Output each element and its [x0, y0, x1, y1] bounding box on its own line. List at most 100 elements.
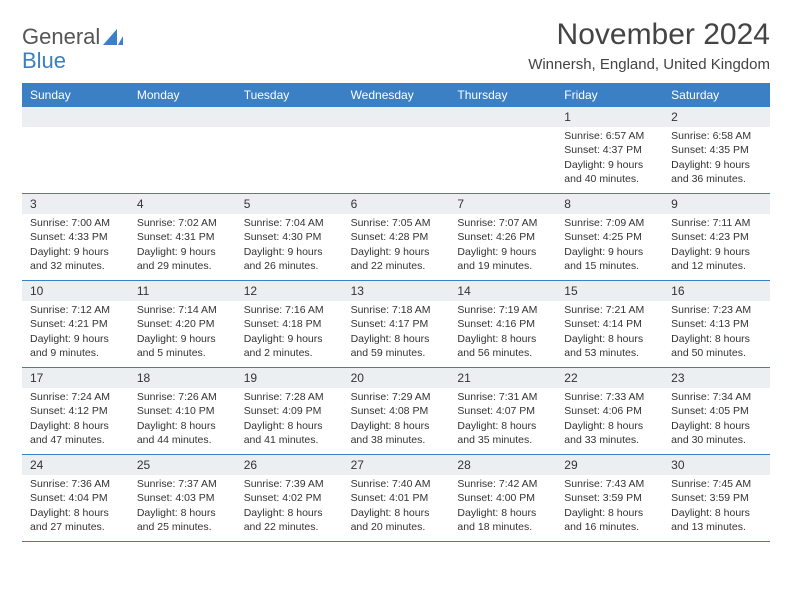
day-body: Sunrise: 7:23 AMSunset: 4:13 PMDaylight:…	[663, 301, 770, 366]
day-number: 27	[343, 455, 450, 475]
week-row: 24Sunrise: 7:36 AMSunset: 4:04 PMDayligh…	[22, 455, 770, 542]
day-cell: 21Sunrise: 7:31 AMSunset: 4:07 PMDayligh…	[449, 368, 556, 454]
daylight-text: Daylight: 8 hours and 56 minutes.	[457, 332, 548, 360]
day-body: Sunrise: 7:40 AMSunset: 4:01 PMDaylight:…	[343, 475, 450, 540]
day-number: 23	[663, 368, 770, 388]
day-body: Sunrise: 7:04 AMSunset: 4:30 PMDaylight:…	[236, 214, 343, 279]
sunset-text: Sunset: 4:01 PM	[351, 491, 442, 505]
day-body: Sunrise: 7:31 AMSunset: 4:07 PMDaylight:…	[449, 388, 556, 453]
sunset-text: Sunset: 4:03 PM	[137, 491, 228, 505]
day-cell: 7Sunrise: 7:07 AMSunset: 4:26 PMDaylight…	[449, 194, 556, 280]
day-cell	[129, 107, 236, 193]
day-number-empty	[343, 107, 450, 127]
sunset-text: Sunset: 4:08 PM	[351, 404, 442, 418]
day-cell	[236, 107, 343, 193]
day-cell: 14Sunrise: 7:19 AMSunset: 4:16 PMDayligh…	[449, 281, 556, 367]
day-cell: 2Sunrise: 6:58 AMSunset: 4:35 PMDaylight…	[663, 107, 770, 193]
day-body: Sunrise: 6:58 AMSunset: 4:35 PMDaylight:…	[663, 127, 770, 192]
sunset-text: Sunset: 4:31 PM	[137, 230, 228, 244]
day-cell: 9Sunrise: 7:11 AMSunset: 4:23 PMDaylight…	[663, 194, 770, 280]
day-number-empty	[129, 107, 236, 127]
day-number: 17	[22, 368, 129, 388]
daylight-text: Daylight: 9 hours and 32 minutes.	[30, 245, 121, 273]
sunset-text: Sunset: 4:06 PM	[564, 404, 655, 418]
day-cell: 1Sunrise: 6:57 AMSunset: 4:37 PMDaylight…	[556, 107, 663, 193]
day-body: Sunrise: 7:29 AMSunset: 4:08 PMDaylight:…	[343, 388, 450, 453]
day-cell	[343, 107, 450, 193]
day-number: 7	[449, 194, 556, 214]
sunrise-text: Sunrise: 6:58 AM	[671, 129, 762, 143]
sunrise-text: Sunrise: 7:42 AM	[457, 477, 548, 491]
sunrise-text: Sunrise: 7:21 AM	[564, 303, 655, 317]
sunset-text: Sunset: 4:18 PM	[244, 317, 335, 331]
sunrise-text: Sunrise: 7:39 AM	[244, 477, 335, 491]
sunrise-text: Sunrise: 7:14 AM	[137, 303, 228, 317]
month-title: November 2024	[528, 18, 770, 52]
sunset-text: Sunset: 4:16 PM	[457, 317, 548, 331]
sunset-text: Sunset: 4:12 PM	[30, 404, 121, 418]
day-body: Sunrise: 7:45 AMSunset: 3:59 PMDaylight:…	[663, 475, 770, 540]
logo-sail-icon	[103, 29, 123, 45]
sunrise-text: Sunrise: 7:00 AM	[30, 216, 121, 230]
sunrise-text: Sunrise: 7:05 AM	[351, 216, 442, 230]
daylight-text: Daylight: 8 hours and 50 minutes.	[671, 332, 762, 360]
daylight-text: Daylight: 8 hours and 47 minutes.	[30, 419, 121, 447]
day-cell: 12Sunrise: 7:16 AMSunset: 4:18 PMDayligh…	[236, 281, 343, 367]
day-cell: 30Sunrise: 7:45 AMSunset: 3:59 PMDayligh…	[663, 455, 770, 541]
daylight-text: Daylight: 9 hours and 26 minutes.	[244, 245, 335, 273]
weeks-container: 1Sunrise: 6:57 AMSunset: 4:37 PMDaylight…	[22, 107, 770, 542]
sunrise-text: Sunrise: 7:16 AM	[244, 303, 335, 317]
day-cell: 24Sunrise: 7:36 AMSunset: 4:04 PMDayligh…	[22, 455, 129, 541]
sunset-text: Sunset: 4:05 PM	[671, 404, 762, 418]
sunset-text: Sunset: 4:33 PM	[30, 230, 121, 244]
day-number: 30	[663, 455, 770, 475]
day-header: Saturday	[663, 83, 770, 107]
day-number: 12	[236, 281, 343, 301]
daylight-text: Daylight: 8 hours and 18 minutes.	[457, 506, 548, 534]
day-cell: 23Sunrise: 7:34 AMSunset: 4:05 PMDayligh…	[663, 368, 770, 454]
day-number: 20	[343, 368, 450, 388]
day-cell	[22, 107, 129, 193]
sunrise-text: Sunrise: 7:31 AM	[457, 390, 548, 404]
sunrise-text: Sunrise: 7:18 AM	[351, 303, 442, 317]
sunset-text: Sunset: 3:59 PM	[671, 491, 762, 505]
day-cell: 25Sunrise: 7:37 AMSunset: 4:03 PMDayligh…	[129, 455, 236, 541]
day-body: Sunrise: 7:11 AMSunset: 4:23 PMDaylight:…	[663, 214, 770, 279]
sunset-text: Sunset: 4:00 PM	[457, 491, 548, 505]
day-number: 5	[236, 194, 343, 214]
day-number-empty	[22, 107, 129, 127]
sunset-text: Sunset: 4:09 PM	[244, 404, 335, 418]
header: General November 2024 Winnersh, England,…	[22, 18, 770, 73]
sunset-text: Sunset: 4:13 PM	[671, 317, 762, 331]
sunset-text: Sunset: 4:26 PM	[457, 230, 548, 244]
sunset-text: Sunset: 4:28 PM	[351, 230, 442, 244]
day-body: Sunrise: 7:26 AMSunset: 4:10 PMDaylight:…	[129, 388, 236, 453]
day-cell: 19Sunrise: 7:28 AMSunset: 4:09 PMDayligh…	[236, 368, 343, 454]
sunset-text: Sunset: 4:25 PM	[564, 230, 655, 244]
day-body: Sunrise: 7:34 AMSunset: 4:05 PMDaylight:…	[663, 388, 770, 453]
daylight-text: Daylight: 8 hours and 41 minutes.	[244, 419, 335, 447]
day-cell: 8Sunrise: 7:09 AMSunset: 4:25 PMDaylight…	[556, 194, 663, 280]
day-number: 25	[129, 455, 236, 475]
day-header: Friday	[556, 83, 663, 107]
day-number: 28	[449, 455, 556, 475]
sunset-text: Sunset: 4:07 PM	[457, 404, 548, 418]
sunset-text: Sunset: 4:10 PM	[137, 404, 228, 418]
daylight-text: Daylight: 9 hours and 29 minutes.	[137, 245, 228, 273]
day-body: Sunrise: 7:39 AMSunset: 4:02 PMDaylight:…	[236, 475, 343, 540]
day-number: 8	[556, 194, 663, 214]
day-number: 2	[663, 107, 770, 127]
logo: General	[22, 24, 123, 50]
sunset-text: Sunset: 4:20 PM	[137, 317, 228, 331]
day-body: Sunrise: 7:07 AMSunset: 4:26 PMDaylight:…	[449, 214, 556, 279]
location: Winnersh, England, United Kingdom	[528, 56, 770, 73]
daylight-text: Daylight: 9 hours and 22 minutes.	[351, 245, 442, 273]
day-number: 11	[129, 281, 236, 301]
day-cell: 13Sunrise: 7:18 AMSunset: 4:17 PMDayligh…	[343, 281, 450, 367]
day-header: Sunday	[22, 83, 129, 107]
day-number: 3	[22, 194, 129, 214]
day-body: Sunrise: 7:16 AMSunset: 4:18 PMDaylight:…	[236, 301, 343, 366]
sunset-text: Sunset: 4:35 PM	[671, 143, 762, 157]
logo-text-2: Blue	[22, 48, 66, 74]
sunrise-text: Sunrise: 7:45 AM	[671, 477, 762, 491]
